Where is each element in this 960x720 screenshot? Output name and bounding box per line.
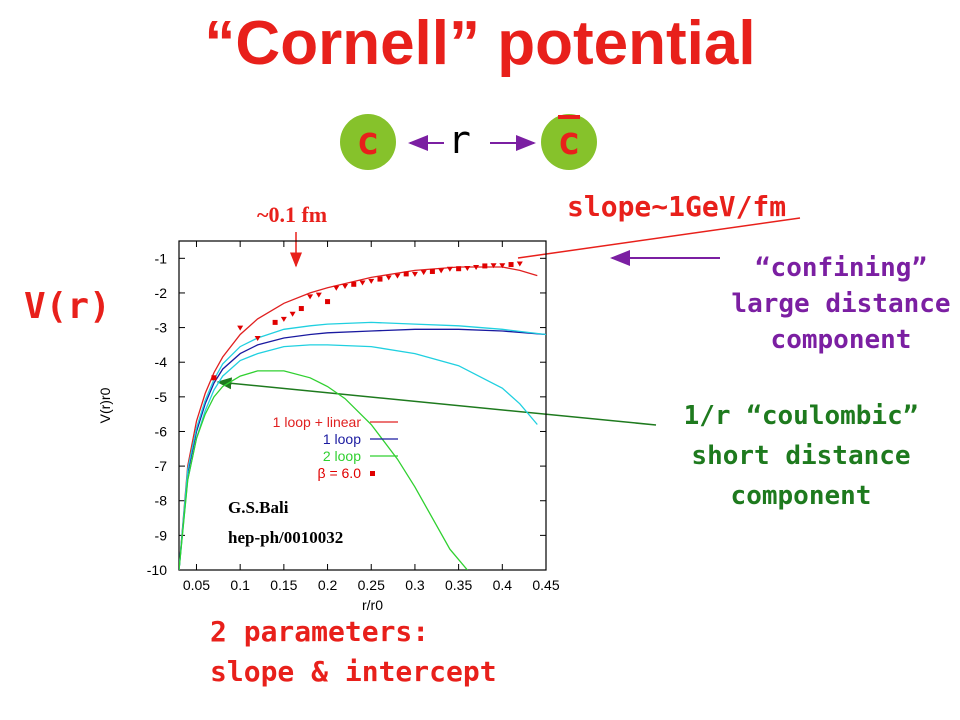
x-tick-label: 0.35 xyxy=(445,577,472,593)
series-line xyxy=(179,266,538,570)
data-point-marker xyxy=(499,263,506,269)
x-tick-label: 0.3 xyxy=(405,577,425,593)
legend-label: 2 loop xyxy=(323,448,361,464)
data-point-marker xyxy=(482,263,488,269)
slide-title: “Cornell” potential xyxy=(204,9,756,78)
data-point-marker xyxy=(325,299,331,305)
x-tick-label: 0.1 xyxy=(230,577,250,593)
data-point-marker xyxy=(377,276,383,282)
data-point-marker xyxy=(315,292,322,298)
y-tick-label: -5 xyxy=(155,389,168,405)
separation-label: r xyxy=(448,118,471,162)
x-tick-label: 0.15 xyxy=(270,577,297,593)
y-tick-label: -3 xyxy=(155,320,168,336)
data-point-marker xyxy=(254,335,261,341)
data-point-marker xyxy=(446,266,453,272)
data-point-marker xyxy=(473,264,480,270)
data-point-marker xyxy=(438,268,445,274)
series-line xyxy=(179,344,538,570)
coulombic-line: short distance xyxy=(691,441,911,471)
arrow-coulombic xyxy=(216,377,657,426)
parameters-note: 2 parameters: slope & intercept xyxy=(210,612,497,692)
anti-charm-quark-icon: c xyxy=(541,114,597,170)
y-tick-label: -8 xyxy=(155,493,168,509)
potential-label: V(r) xyxy=(24,286,111,327)
potential-chart: -1 -2 -3 -4 -5 -6 -7 -8 -9 -10 0.05 0.1 0.15 0.2 0.25 0… xyxy=(97,240,560,613)
series-line xyxy=(179,328,546,570)
x-tick-label: 0.4 xyxy=(493,577,513,593)
y-tick-label: -9 xyxy=(155,527,168,543)
charm-quark-icon: c xyxy=(340,114,396,170)
coulombic-line: 1/r “coulombic” xyxy=(683,401,919,431)
data-point-marker xyxy=(411,271,418,277)
coulombic-line: component xyxy=(730,481,872,511)
data-point-marker xyxy=(272,319,278,325)
legend-label: β = 6.0 xyxy=(318,465,362,481)
confining-line: “confining” xyxy=(754,253,928,283)
data-point-marker xyxy=(237,325,244,331)
y-tick-label: -10 xyxy=(147,562,167,578)
legend-marker xyxy=(370,471,375,476)
series-line xyxy=(179,321,546,570)
data-point-marker xyxy=(420,270,427,276)
arrow-slope xyxy=(517,217,801,259)
plot-frame xyxy=(178,240,547,571)
x-tick-label: 0.25 xyxy=(358,577,385,593)
data-point-marker xyxy=(211,375,217,381)
data-point-marker xyxy=(289,311,296,317)
data-point-marker xyxy=(508,262,514,268)
x-axis-label: r/r0 xyxy=(362,597,383,613)
confining-note: “confining” large distance component xyxy=(722,250,960,358)
slope-note: slope~1GeV/fm xyxy=(567,190,787,223)
data-point-marker xyxy=(429,268,435,274)
data-point-marker xyxy=(298,306,304,312)
credit-reference: hep-ph/0010032 xyxy=(228,528,343,547)
y-tick-label: -4 xyxy=(155,354,168,370)
data-point-marker xyxy=(342,284,349,290)
x-tick-label: 0.2 xyxy=(318,577,338,593)
data-point-marker xyxy=(403,271,409,277)
data-point-marker xyxy=(516,261,523,267)
parameters-line: 2 parameters: xyxy=(210,615,430,648)
parameters-line: slope & intercept xyxy=(210,655,497,688)
x-tick-label: 0.05 xyxy=(183,577,210,593)
y-tick-label: -7 xyxy=(155,458,168,474)
y-tick-label: -2 xyxy=(155,285,168,301)
data-point-marker xyxy=(385,275,392,281)
data-point-marker xyxy=(333,285,340,291)
x-tick-label: 0.45 xyxy=(532,577,559,593)
scale-note: ~0.1 fm xyxy=(257,202,328,227)
y-axis-label: V(r)r0 xyxy=(97,387,113,423)
series-line xyxy=(179,370,468,570)
data-point-marker xyxy=(394,273,401,279)
data-point-marker xyxy=(307,294,314,300)
coulombic-note: 1/r “coulombic” short distance component xyxy=(670,396,932,516)
confining-line: large distance xyxy=(731,289,951,319)
data-point-marker xyxy=(280,316,287,322)
data-point-marker xyxy=(456,266,462,272)
data-point-marker xyxy=(368,278,375,284)
confining-line: component xyxy=(770,325,912,355)
legend-label: 1 loop xyxy=(323,431,361,447)
credit-author: G.S.Bali xyxy=(228,498,289,517)
y-tick-label: -1 xyxy=(155,250,168,266)
y-tick-label: -6 xyxy=(155,423,168,439)
data-point-marker xyxy=(351,281,357,287)
data-point-marker xyxy=(359,280,366,286)
data-point-marker xyxy=(464,266,471,272)
data-point-marker xyxy=(490,263,497,269)
legend-label: 1 loop + linear xyxy=(273,414,362,430)
